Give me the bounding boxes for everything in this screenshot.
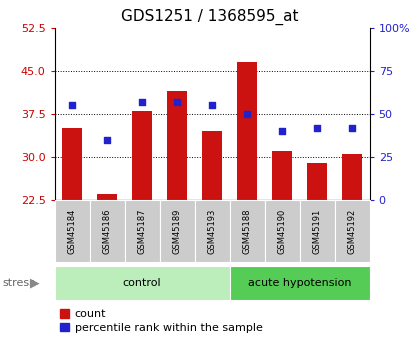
Bar (168, 91, 187, 200)
Bar (125, 200, 160, 262)
Point (279, 128, 286, 134)
Bar (55, 266, 230, 300)
Point (174, 99, 181, 105)
Bar (97, 194, 117, 200)
Point (104, 137, 110, 142)
Bar (132, 111, 152, 200)
Point (349, 125, 355, 130)
Text: ▶: ▶ (30, 276, 40, 289)
Bar (230, 266, 370, 300)
Legend: count, percentile rank within the sample: count, percentile rank within the sample (60, 309, 262, 333)
Text: GSM45191: GSM45191 (312, 208, 322, 254)
Bar (202, 131, 222, 200)
Text: GSM45184: GSM45184 (68, 208, 76, 254)
Bar (160, 200, 194, 262)
Bar (307, 163, 327, 200)
Point (69, 102, 76, 108)
Point (139, 99, 145, 105)
Text: GDS1251 / 1368595_at: GDS1251 / 1368595_at (121, 9, 299, 25)
Point (314, 125, 320, 130)
Text: GSM45186: GSM45186 (102, 208, 112, 254)
Text: acute hypotension: acute hypotension (248, 278, 352, 288)
Bar (299, 200, 335, 262)
Bar (342, 154, 362, 200)
Bar (230, 200, 265, 262)
Bar (194, 200, 230, 262)
Bar (55, 200, 89, 262)
Bar (63, 128, 82, 200)
Text: GSM45188: GSM45188 (243, 208, 252, 254)
Bar (237, 62, 257, 200)
Point (209, 102, 215, 108)
Bar (265, 200, 299, 262)
Bar (273, 151, 292, 200)
Point (244, 111, 250, 117)
Text: GSM45193: GSM45193 (207, 208, 217, 254)
Text: GSM45192: GSM45192 (348, 208, 357, 254)
Text: stress: stress (2, 278, 35, 288)
Bar (335, 200, 370, 262)
Text: GSM45187: GSM45187 (138, 208, 147, 254)
Text: control: control (123, 278, 161, 288)
Bar (89, 200, 125, 262)
Text: GSM45190: GSM45190 (278, 208, 286, 254)
Text: GSM45189: GSM45189 (173, 208, 181, 254)
